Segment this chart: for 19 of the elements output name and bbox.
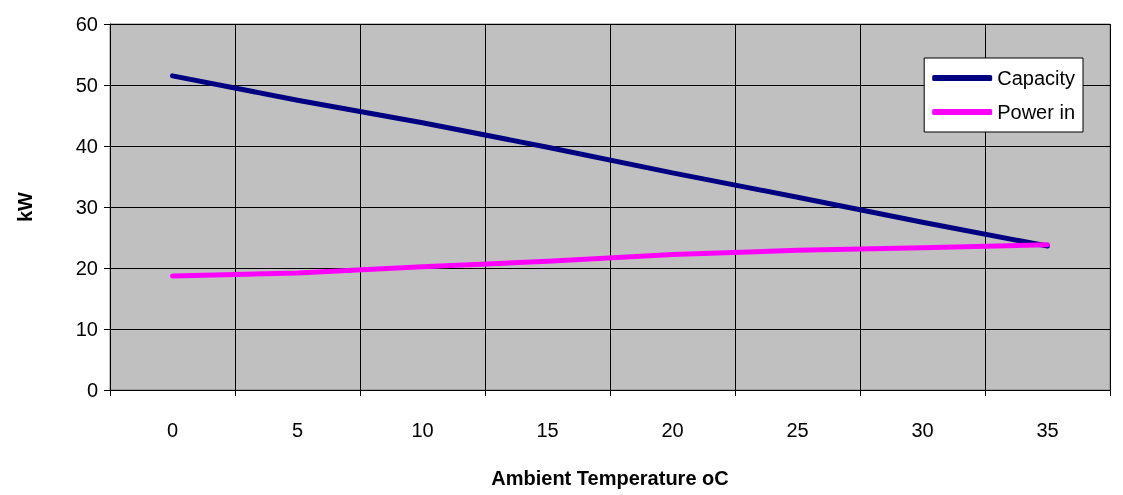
x-tick-label: 0 xyxy=(166,419,179,441)
legend-label: Capacity xyxy=(997,67,1075,89)
x-tick-label: 30 xyxy=(911,419,934,441)
x-tick-label: 10 xyxy=(411,419,434,441)
y-tick-label: 30 xyxy=(75,196,98,218)
x-tick-label: 20 xyxy=(661,419,684,441)
y-tick-label: 40 xyxy=(75,135,98,157)
x-axis-title: Ambient Temperature oC xyxy=(491,467,729,489)
y-axis-title: kW xyxy=(14,191,36,222)
y-tick-label: 0 xyxy=(86,379,98,401)
y-tick-label: 60 xyxy=(75,13,98,35)
x-tick-label: 35 xyxy=(1036,419,1059,441)
x-tick-label: 15 xyxy=(536,419,559,441)
y-tick-label: 20 xyxy=(75,257,98,279)
x-tick-label: 25 xyxy=(786,419,809,441)
legend-label: Power in xyxy=(997,101,1075,123)
x-tick-label: 5 xyxy=(291,419,304,441)
y-tick-label: 10 xyxy=(75,318,98,340)
y-tick-label: 50 xyxy=(75,74,98,96)
